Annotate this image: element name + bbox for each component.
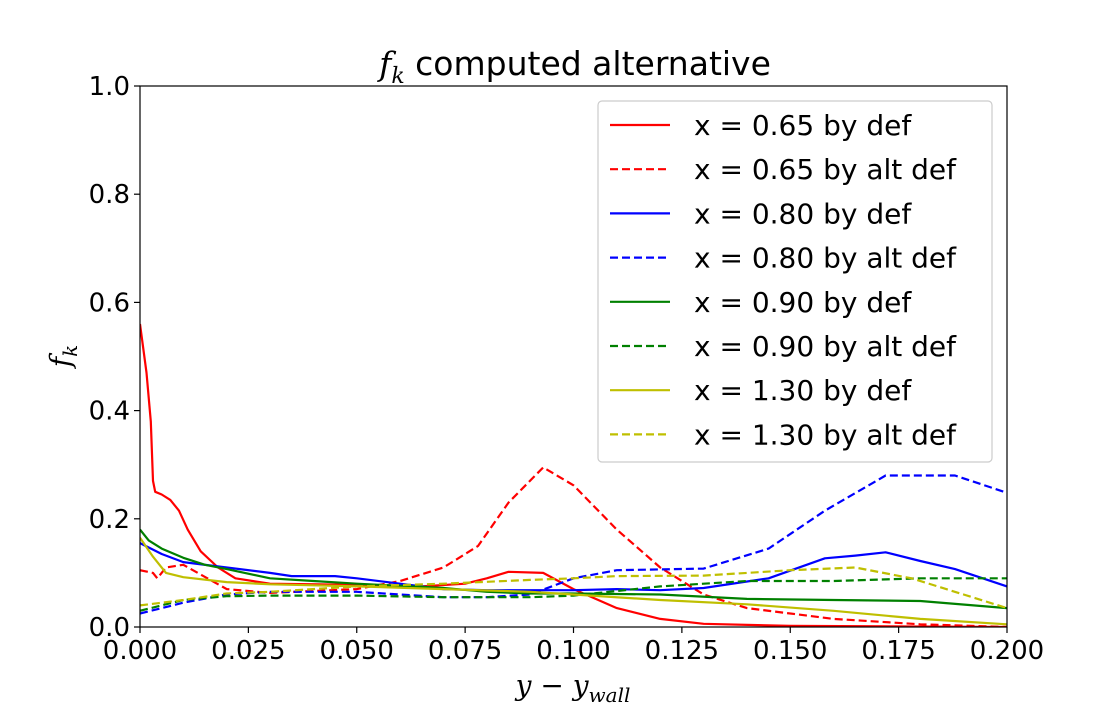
x-axis-label: y − ywall bbox=[514, 669, 631, 705]
x-tick-label: 0.075 bbox=[428, 636, 502, 666]
y-axis-label-subscript: k bbox=[58, 345, 82, 357]
x-axis-label-main: y − y bbox=[514, 669, 590, 702]
x-tick-label: 0.050 bbox=[320, 636, 394, 666]
chart-title-text: computed alternative bbox=[405, 44, 771, 83]
series-line-5 bbox=[140, 528, 1007, 610]
x-tick-label: 0.025 bbox=[211, 636, 285, 666]
legend-box bbox=[597, 100, 993, 463]
y-tick-label: 0.6 bbox=[89, 288, 130, 318]
legend-label-4: x = 0.80 by alt def bbox=[694, 242, 957, 275]
series-line-6 bbox=[140, 577, 1007, 612]
y-tick-label: 0.8 bbox=[89, 180, 130, 210]
x-tick-label: 0.125 bbox=[645, 636, 719, 666]
y-tick-label: 1.0 bbox=[89, 72, 130, 102]
series-line-8 bbox=[140, 566, 1007, 610]
y-tick-label: 0.4 bbox=[89, 397, 130, 427]
legend-label-2: x = 0.65 by alt def bbox=[694, 153, 957, 186]
legend-label-1: x = 0.65 by def bbox=[694, 109, 912, 142]
chart-title: fk computed alternative bbox=[376, 44, 771, 89]
legend-label-3: x = 0.80 by def bbox=[694, 197, 912, 230]
x-tick-label: 0.200 bbox=[970, 636, 1044, 666]
chart-title-subscript: k bbox=[391, 64, 404, 89]
legend-label-6: x = 0.90 by alt def bbox=[694, 330, 957, 363]
series-line-7 bbox=[140, 537, 1007, 626]
legend-label-5: x = 0.90 by def bbox=[694, 286, 912, 319]
x-tick-label: 0.175 bbox=[861, 636, 935, 666]
x-axis-label-subscript: wall bbox=[589, 683, 631, 705]
y-axis: 0.0 0.2 0.4 0.6 0.8 1.0 bbox=[89, 72, 140, 643]
x-tick-label: 0.000 bbox=[103, 636, 177, 666]
legend-label-8: x = 1.30 by alt def bbox=[694, 418, 957, 451]
x-tick-label: 0.150 bbox=[753, 636, 827, 666]
legend-label-7: x = 1.30 by def bbox=[694, 374, 912, 407]
series-layer bbox=[140, 323, 1007, 627]
x-axis: 0.000 0.025 0.050 0.075 0.100 0.125 0.150 0.175… bbox=[103, 627, 1044, 666]
series-line-3 bbox=[140, 542, 1007, 592]
x-tick-label: 0.100 bbox=[536, 636, 610, 666]
y-tick-label: 0.0 bbox=[89, 613, 130, 643]
legend: x = 0.65 by def x = 0.65 by alt def x = 0.… bbox=[597, 100, 993, 463]
y-tick-label: 0.2 bbox=[89, 505, 130, 535]
